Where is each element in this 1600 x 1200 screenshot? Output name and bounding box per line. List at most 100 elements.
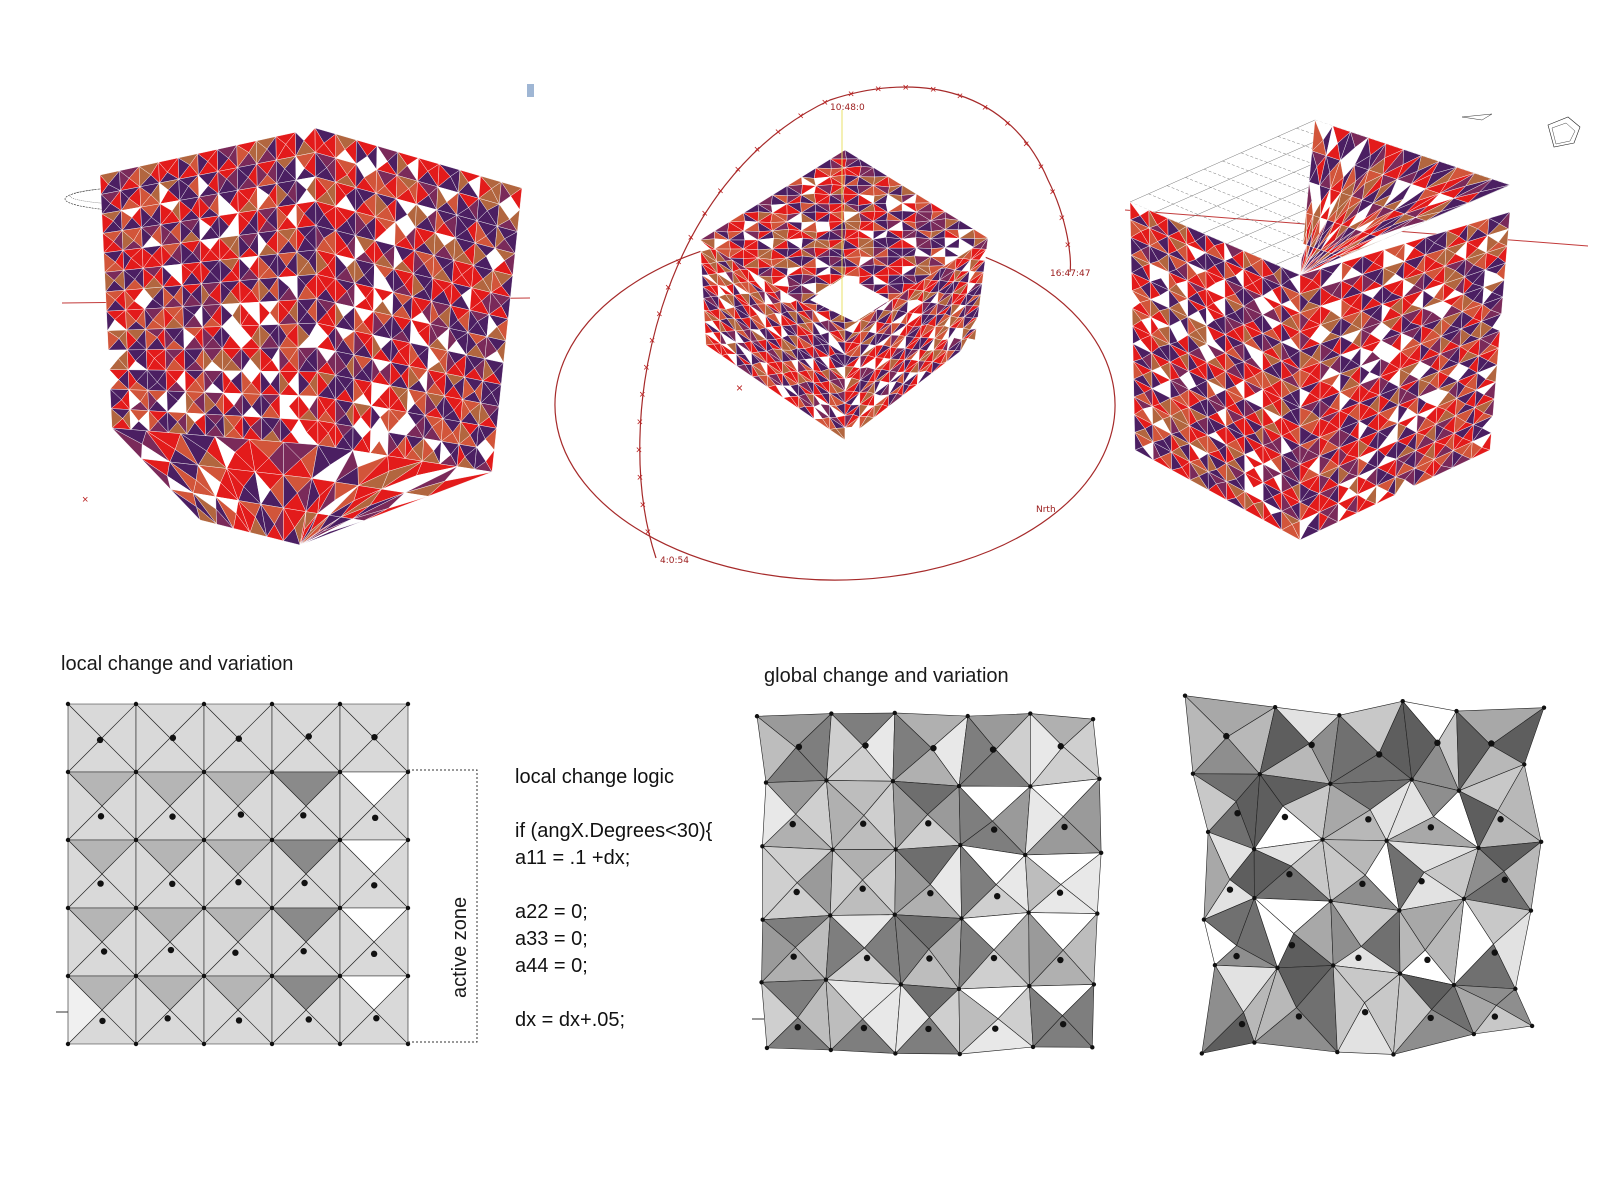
pattern-node	[1501, 876, 1509, 883]
origami-facet	[873, 404, 883, 419]
origami-facet	[474, 446, 487, 470]
origami-facet	[1205, 289, 1214, 308]
origami-facet	[916, 247, 932, 258]
origami-facet	[220, 281, 231, 305]
cube-right-faces	[1129, 119, 1511, 541]
origami-facet	[241, 370, 252, 395]
origami-facet	[1225, 389, 1236, 409]
origami-facet	[1401, 314, 1412, 334]
origami-facet	[1311, 119, 1324, 152]
origami-facet	[1379, 376, 1389, 396]
origami-facet	[1206, 379, 1216, 400]
origami-facet	[1169, 361, 1180, 381]
origami-facet	[915, 265, 932, 276]
origami-facet	[731, 259, 741, 273]
origami-facet	[1281, 378, 1291, 399]
pattern-node	[100, 948, 108, 955]
pattern-node	[862, 742, 869, 749]
pattern-vertex	[201, 905, 207, 911]
origami-facet	[875, 321, 886, 335]
origami-facet	[1379, 358, 1390, 378]
origami-facet	[1281, 341, 1290, 362]
origami-facet	[1319, 455, 1331, 476]
origami-cube-left: ×	[61, 127, 531, 546]
origami-facet	[404, 435, 413, 460]
origami-facet	[932, 349, 943, 363]
active-zone-label: active zone	[449, 897, 471, 998]
pattern-vertex	[1522, 762, 1527, 767]
origami-facet	[728, 220, 746, 232]
origami-facet	[162, 265, 172, 288]
origami-facet	[165, 369, 177, 392]
pattern-vertex	[830, 847, 835, 852]
origami-facet	[930, 256, 946, 266]
origami-facet	[297, 299, 308, 325]
pattern-node	[990, 826, 998, 833]
origami-facet	[141, 458, 172, 491]
origami-facet	[813, 369, 821, 383]
origami-facet	[1383, 183, 1412, 208]
origami-facet	[1378, 394, 1390, 414]
pattern-vertex	[65, 701, 71, 707]
origami-facet	[1243, 361, 1255, 381]
pattern-vertex	[760, 844, 765, 849]
origami-facet	[1317, 222, 1335, 249]
origami-facet	[476, 197, 488, 222]
origami-facet	[1325, 125, 1338, 157]
origami-facet	[122, 249, 132, 271]
origami-facet	[335, 278, 348, 304]
origami-facet	[1479, 321, 1493, 340]
origami-facet	[828, 343, 836, 357]
origami-facet	[1281, 435, 1293, 456]
origami-facet	[393, 245, 403, 270]
code-line	[515, 980, 712, 1007]
origami-facet	[1299, 249, 1321, 276]
origami-facet	[460, 398, 471, 423]
origami-facet	[844, 149, 860, 160]
origami-facet	[147, 389, 157, 412]
pattern-vertex	[269, 837, 275, 843]
origami-facet	[920, 324, 928, 338]
origami-facet	[1131, 307, 1142, 327]
origami-facet	[1460, 311, 1474, 330]
origami-facet	[1376, 467, 1388, 487]
pattern-vertex	[1023, 852, 1028, 858]
origami-facet	[295, 155, 305, 181]
origami-facet	[1362, 174, 1384, 200]
origami-facet	[358, 455, 390, 486]
pattern-node	[97, 880, 104, 887]
origami-facet	[276, 183, 288, 208]
origami-facet	[889, 370, 898, 384]
pattern-vertex	[201, 769, 207, 775]
origami-facet	[388, 385, 400, 410]
pattern-node	[1234, 809, 1241, 817]
origami-facet	[128, 389, 141, 411]
origami-facet	[813, 406, 823, 420]
origami-facet	[258, 278, 270, 303]
origami-facet	[764, 303, 776, 317]
wire-line	[1154, 129, 1343, 213]
origami-facet	[797, 336, 805, 350]
pattern-vertex	[893, 1051, 898, 1056]
origami-facet	[1225, 425, 1237, 446]
origami-facet	[297, 323, 310, 349]
origami-facet	[238, 500, 256, 534]
origami-facet	[772, 212, 788, 223]
origami-facet	[1319, 380, 1333, 401]
origami-facet	[800, 193, 817, 205]
origami-facet	[435, 209, 445, 234]
origami-facet	[1299, 520, 1308, 541]
pattern-node	[926, 955, 933, 962]
origami-facet	[299, 511, 307, 546]
origami-facet	[494, 225, 505, 249]
origami-facet	[844, 366, 855, 380]
origami-facet	[335, 374, 346, 400]
code-line	[515, 872, 712, 899]
origami-facet	[1416, 414, 1427, 434]
origami-facet	[1207, 434, 1220, 454]
origami-facet	[355, 211, 367, 236]
origami-facet	[405, 411, 417, 436]
origami-facet	[256, 163, 268, 188]
origami-facet	[432, 254, 443, 279]
origami-facet	[226, 468, 244, 502]
